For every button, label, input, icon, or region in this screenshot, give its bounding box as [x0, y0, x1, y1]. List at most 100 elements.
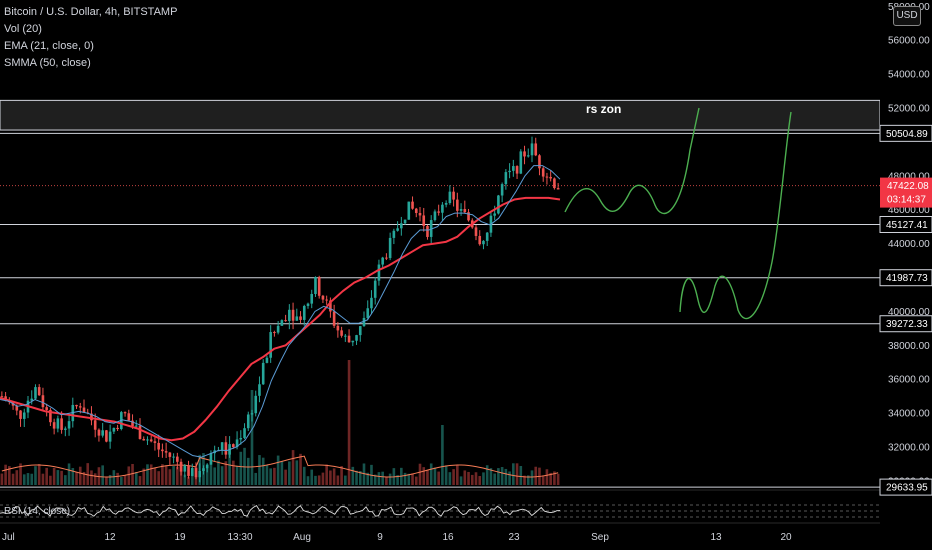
ema-legend: EMA (21, close, 0) — [4, 40, 94, 52]
candle-body — [317, 277, 321, 296]
volume-bar — [22, 474, 26, 485]
level-lines — [0, 132, 880, 488]
volume-bar — [71, 468, 75, 485]
volume-bar — [19, 463, 22, 485]
volume-bar — [385, 476, 388, 485]
smma-line — [0, 196, 561, 442]
volume-bar — [433, 467, 437, 485]
candle-body — [123, 412, 127, 414]
candle-body — [344, 335, 347, 337]
candle-body — [112, 427, 116, 432]
currency-badge[interactable]: USD — [893, 6, 921, 26]
volume-bar — [273, 467, 276, 485]
candle-body — [523, 151, 526, 157]
candle-body — [377, 264, 381, 281]
candle-body — [276, 325, 280, 333]
level-price-tag — [879, 478, 932, 496]
candle-body — [190, 468, 194, 476]
candle-body — [131, 420, 134, 426]
price-tick: 40000.00 — [888, 307, 930, 318]
price-tick: 34000.00 — [888, 409, 930, 420]
candle-body — [329, 300, 332, 312]
candle-body — [232, 444, 235, 448]
candle-body — [41, 395, 45, 408]
candle-body — [246, 414, 250, 429]
time-tick: 16 — [442, 532, 454, 543]
volume-bar — [347, 360, 351, 485]
candles — [0, 136, 560, 483]
ema-line — [0, 165, 561, 458]
volume-bar — [474, 472, 478, 485]
volume-bar — [30, 473, 34, 485]
candle-body — [269, 332, 272, 358]
rsi-legend: RSI (14, close) — [4, 506, 70, 517]
smma-legend: SMMA (50, close) — [4, 57, 91, 69]
price-tick: 54000.00 — [888, 70, 930, 81]
candle-body — [347, 335, 351, 343]
volume-bar — [545, 469, 549, 485]
candle-body — [306, 303, 310, 306]
volume-bar — [149, 464, 153, 485]
volume-bar — [295, 460, 299, 485]
volume-bar — [463, 470, 467, 485]
candle-body — [93, 420, 97, 430]
volume-bar — [153, 467, 157, 485]
volume-bar — [336, 475, 340, 485]
candle-body — [243, 428, 246, 438]
candle-body — [549, 176, 552, 179]
price-tick: 48000.00 — [888, 171, 930, 182]
volume-bar — [414, 476, 418, 485]
candle-body — [172, 456, 175, 458]
candle-body — [433, 211, 437, 221]
candle-body — [82, 407, 86, 413]
volume-bar — [276, 455, 280, 485]
volume-bar — [373, 474, 377, 485]
volume-bar — [314, 475, 317, 485]
candle-body — [310, 293, 314, 304]
candle-body — [15, 405, 19, 411]
candle-body — [519, 151, 523, 174]
volume-bar — [131, 463, 134, 485]
candle-body — [403, 219, 407, 224]
candle-body — [545, 176, 549, 178]
volume-bar — [187, 476, 190, 485]
candle-body — [556, 188, 560, 190]
volume-bar — [108, 474, 112, 485]
time-tick: 13 — [710, 532, 722, 543]
volume-bar — [329, 470, 332, 485]
volume-bar — [500, 467, 504, 485]
volume-bar — [526, 475, 530, 485]
candle-body — [97, 429, 101, 436]
volume-bar — [344, 475, 347, 485]
time-axis[interactable]: Jul 12 19 13:30 Aug 9 16 23 Sep 13 20 — [2, 532, 792, 543]
candle-body — [295, 316, 299, 321]
candle-body — [250, 413, 254, 415]
volume-bar — [209, 461, 213, 485]
candle-body — [321, 295, 325, 300]
volume-bar — [26, 473, 30, 485]
candle-body — [538, 155, 541, 169]
volume-bar — [265, 465, 269, 485]
price-axis[interactable]: 58000.0056000.0054000.0052000.0048000.00… — [879, 0, 932, 550]
volume-bar — [306, 476, 310, 485]
zone-annotation: rs zon — [586, 102, 621, 116]
candle-body — [437, 211, 440, 213]
candle-body — [105, 430, 108, 442]
volume-bar — [422, 467, 426, 485]
projection-path-2 — [679, 111, 792, 320]
volume-bar — [164, 465, 168, 485]
volume-bar — [86, 463, 90, 485]
candle-body — [284, 320, 287, 322]
volume-bar — [515, 463, 519, 485]
level-price-label: 41987.73 — [886, 273, 928, 284]
volume-bar — [493, 473, 496, 485]
candle-body — [22, 412, 26, 419]
candle-body — [34, 387, 37, 399]
rsi-pane: RSI (14, close) — [0, 489, 880, 524]
candle-body — [370, 297, 373, 309]
price-tick: 32000.00 — [888, 443, 930, 454]
volume-bar — [161, 464, 164, 485]
volume-bar — [418, 463, 422, 485]
candle-body — [422, 215, 426, 226]
